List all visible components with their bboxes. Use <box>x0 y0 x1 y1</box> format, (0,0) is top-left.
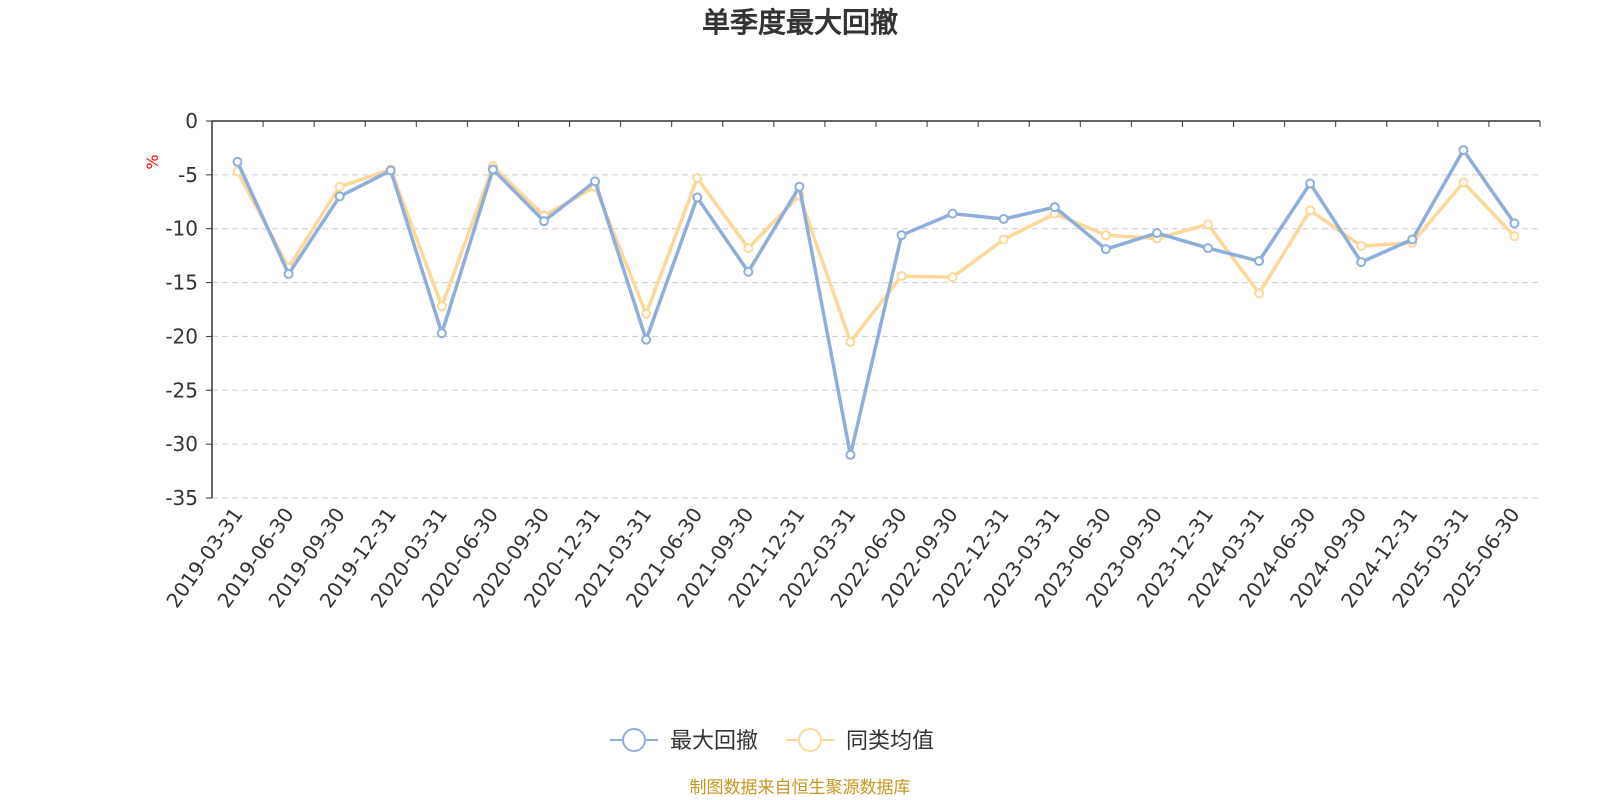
data-point <box>1151 228 1162 239</box>
data-point <box>1305 205 1316 216</box>
data-point <box>283 268 294 279</box>
data-point <box>232 156 243 167</box>
y-tick-label: 0 <box>185 109 198 133</box>
data-point <box>641 308 652 319</box>
series-line <box>235 148 1516 457</box>
data-point <box>692 192 703 203</box>
x-tick-labels: 2019-03-312019-06-302019-09-302019-12-31… <box>161 503 1524 612</box>
data-point <box>1254 256 1265 267</box>
y-tick-label: -5 <box>178 163 198 187</box>
data-point <box>1356 257 1367 268</box>
y-tick-label: -30 <box>165 432 198 456</box>
chart-title: 单季度最大回撤 <box>702 6 898 39</box>
legend-label: 同类均值 <box>846 729 934 754</box>
data-point <box>1458 145 1469 156</box>
legend-label: 最大回撤 <box>670 729 758 754</box>
data-point <box>896 271 907 282</box>
data-point <box>794 181 805 192</box>
y-tick-label: -35 <box>165 486 198 510</box>
data-point <box>487 164 498 175</box>
data-point <box>1100 230 1111 241</box>
y-tick-label: -20 <box>165 324 198 348</box>
legend: 最大回撤 同类均值 <box>610 728 934 754</box>
legend-marker <box>622 728 646 752</box>
data-point <box>539 216 549 227</box>
data-point <box>334 181 345 192</box>
legend-item: 同类均值 <box>786 728 934 754</box>
legend-item: 最大回撤 <box>610 728 758 754</box>
data-point <box>896 230 907 241</box>
data-point <box>1100 244 1111 255</box>
data-point <box>1356 240 1367 251</box>
data-point <box>436 328 447 339</box>
data-point <box>743 243 754 254</box>
source-note: 制图数据来自恒生聚源数据库 <box>690 778 911 798</box>
data-point <box>436 301 447 312</box>
grid-lines <box>212 174 1540 499</box>
data-point <box>1049 202 1060 213</box>
data-point <box>590 176 601 187</box>
data-point <box>641 334 652 345</box>
data-point <box>998 234 1009 245</box>
data-point <box>1203 219 1213 230</box>
series-line <box>235 164 1516 344</box>
data-point <box>1407 234 1418 245</box>
data-point <box>1458 177 1469 188</box>
data-point <box>845 449 856 460</box>
axes <box>206 120 1541 499</box>
data-point <box>1509 218 1520 229</box>
legend-marker <box>798 728 822 752</box>
data-point <box>845 336 856 347</box>
data-point <box>1305 178 1316 189</box>
y-axis-unit: % <box>143 154 162 169</box>
data-point <box>947 208 958 219</box>
y-tick-label: -10 <box>165 217 198 241</box>
series-max-drawdown <box>232 145 1520 460</box>
series-peer-average <box>232 161 1520 347</box>
data-point <box>743 266 754 277</box>
y-tick-labels: 0 -5 -10 -15 -20 -25 -30 -35 <box>165 109 198 510</box>
data-point <box>1254 288 1265 299</box>
data-point <box>1509 231 1520 242</box>
data-point <box>998 214 1009 225</box>
data-point <box>947 272 958 283</box>
series <box>232 145 1520 460</box>
data-point <box>334 191 345 202</box>
y-tick-label: -25 <box>165 378 198 402</box>
y-tick-label: -15 <box>165 271 198 295</box>
data-point <box>1203 243 1213 254</box>
data-point <box>385 165 396 176</box>
data-point <box>692 173 703 184</box>
